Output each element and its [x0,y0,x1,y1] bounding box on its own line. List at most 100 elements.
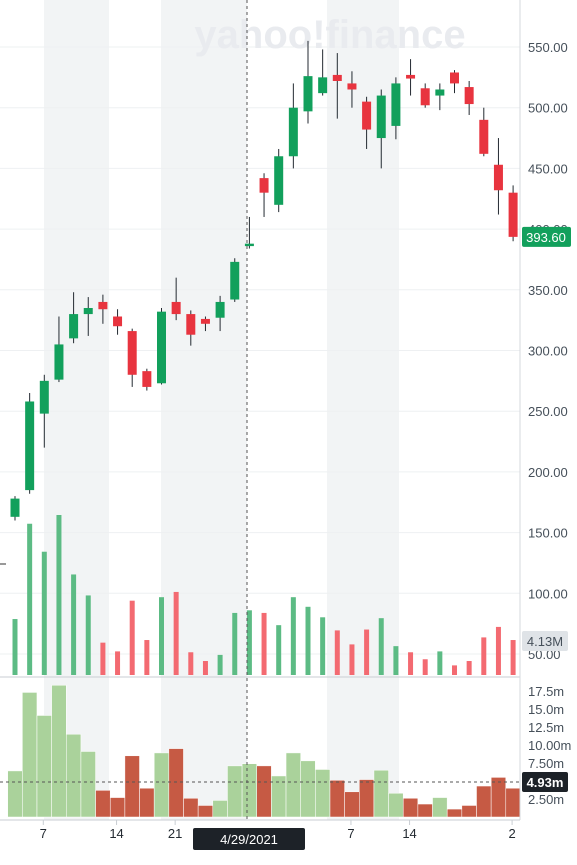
price-pane-volume-bar [129,600,135,675]
price-tick-label: 450.00 [528,161,568,176]
volume-bar [373,769,389,818]
price-pane-volume-bar [188,652,194,675]
price-pane-volume-bar [495,626,501,675]
volume-bar [329,780,345,818]
candle-body [54,344,64,380]
volume-tick-label: 15.0m [528,702,564,717]
price-pane-volume-bar [173,591,179,675]
candle-body [420,88,430,106]
x-tick-label: 7 [347,826,354,841]
crosshair: 4/29/2021 393.60 4.13M 4.93m [0,0,571,850]
price-pane-volume-bar [422,659,428,675]
candle-body [508,192,518,237]
price-pane-volume-bar [232,612,238,675]
candle-body [25,401,35,491]
price-pane-volume-bar [276,625,282,675]
price-pane-volume-bar [452,665,457,675]
price-pane-volume-bar [41,551,47,675]
volume-bar [344,791,360,818]
volume-bar [461,805,477,818]
candle-body [244,243,254,247]
volume-tick-label: 2.50m [528,792,564,807]
shaded-band-2 [327,0,399,820]
pane-volume-text: 4.13M [527,634,563,649]
volume-bar [66,733,82,818]
volume-bar [285,752,301,818]
date-axis-ticks: 7 14 21 7 14 2 [40,820,516,841]
price-pane-volume-bar [320,617,326,675]
price-pane-volume-bar [144,640,150,675]
shaded-band-0 [44,0,109,820]
volume-bar [227,765,243,818]
volume-bar [241,763,257,818]
candle-body [39,380,49,414]
candle-body [288,107,298,157]
pane-volume-badge [522,631,568,651]
volume-tick-label: 17.5m [528,684,564,699]
price-pane-volume-bar [393,646,399,675]
volume-tick-label: 10.00m [528,738,571,753]
candle-body [10,498,20,517]
price-tick-label: 100.00 [528,586,568,601]
volume-bar [36,715,52,818]
price-axis-ticks: 550.00500.00450.00400.00350.00300.00250.… [528,40,568,662]
volume-bar [168,748,184,818]
candle-body [215,301,225,318]
x-tick-label: 14 [109,826,123,841]
price-pane-volume-bar [85,595,91,675]
volume-bar [388,792,404,818]
price-tick-label: 200.00 [528,465,568,480]
x-tick-label: 21 [168,826,182,841]
crosshair-date-badge [193,828,305,850]
candle-body [493,164,503,191]
candle-body [332,74,342,81]
volume-bar [432,797,448,818]
volume-bar [315,769,331,818]
price-pane-volume-bar [290,597,296,675]
volume-bar [359,779,375,818]
x-tick-label: 2 [508,826,515,841]
candle-body [479,119,489,154]
volume-tick-label: 12.5m [528,720,564,735]
candle-body [200,318,210,324]
candle-body [186,314,196,335]
price-pane-volume-bar [71,574,77,675]
price-tick-label: 150.00 [528,526,568,541]
candle-body [450,72,459,84]
price-pane-volume-bar [349,644,355,675]
last-price-badge [522,226,571,247]
price-pane-volume-bar [100,642,106,675]
candle-body [303,76,313,112]
candle-body [142,371,152,387]
candle-body [69,314,79,339]
volume-tick-label: 7.50m [528,756,564,771]
price-tick-label: 550.00 [528,40,568,55]
volume-bar [95,790,111,818]
price-pane-volume-bar [378,618,384,675]
volume-bar [476,785,492,818]
x-tick-label: 14 [402,826,416,841]
volume-bar [153,752,170,818]
volume-bar [490,777,506,818]
candle-body [83,308,93,315]
candle-body [127,331,137,375]
price-tick-label: 500.00 [528,101,568,116]
candle-body [464,87,474,105]
candle-body [171,301,181,315]
volume-bar [124,755,140,818]
volume-bar [197,805,213,818]
volume-bar [22,692,38,818]
price-pane-volume-bar [481,637,487,675]
price-pane-volume-bar [202,661,208,675]
price-pane-volume-bar [27,523,33,675]
price-pane-volume-bars [12,515,516,675]
price-pane-volume-bar [12,619,18,675]
shaded-band-1 [161,0,247,820]
price-pane-volume-bar [437,651,443,675]
price-pane-volume-bar [159,597,164,675]
price-tick-label: 300.00 [528,344,568,359]
candle-body [98,301,108,310]
yahoo-finance-watermark: yahoo!finance [194,13,465,57]
